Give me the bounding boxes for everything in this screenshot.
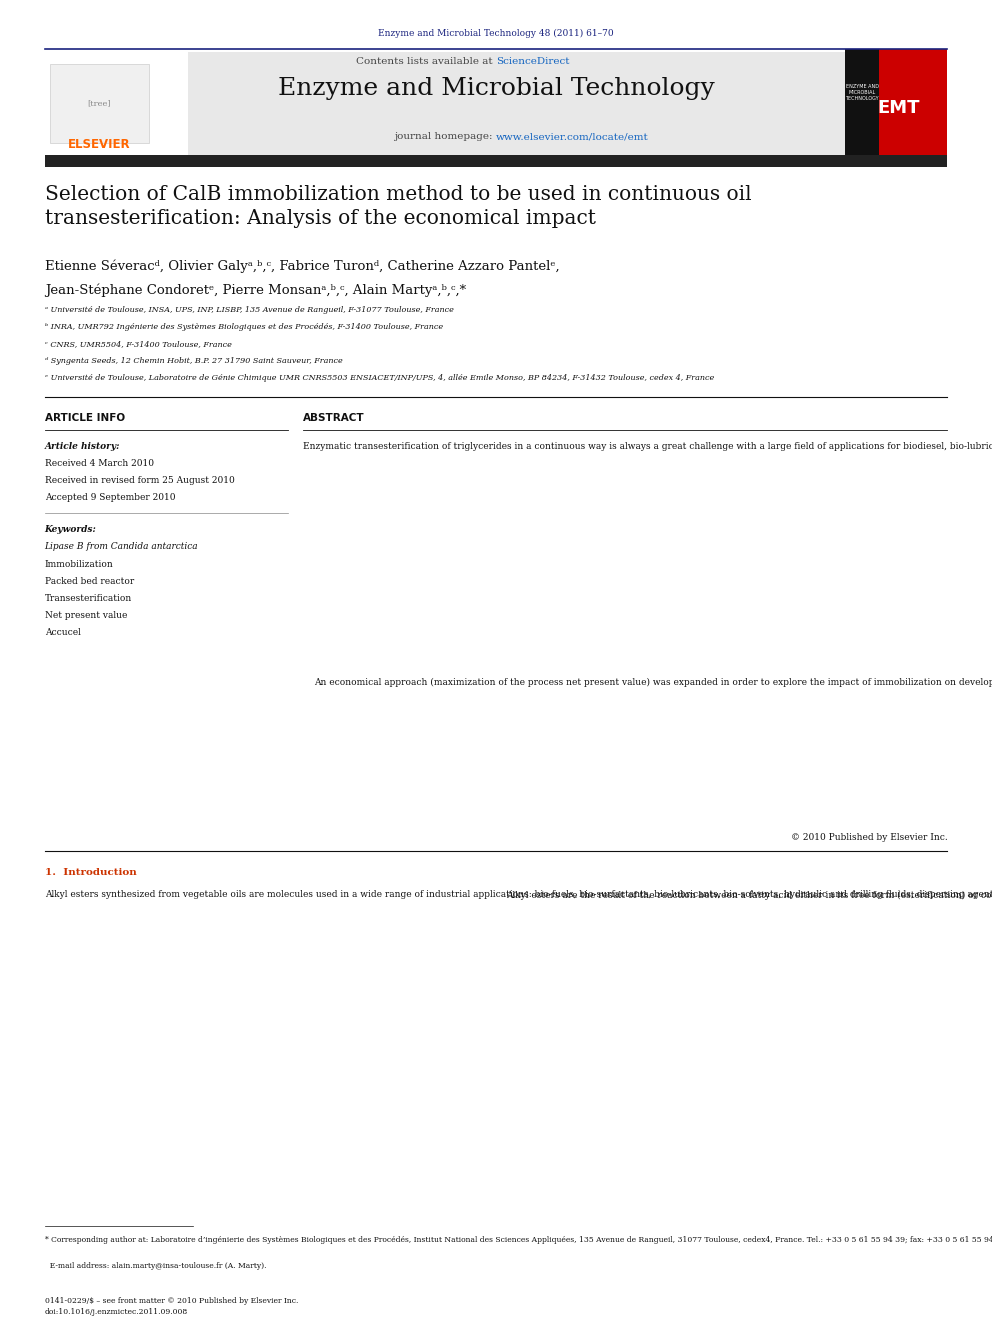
Text: Received 4 March 2010: Received 4 March 2010 — [45, 459, 154, 468]
Text: Transesterification: Transesterification — [45, 594, 132, 603]
Text: Jean-Stéphane Condoretᵉ, Pierre Monsanᵃ,ᵇ,ᶜ, Alain Martyᵃ,ᵇ,ᶜ,*: Jean-Stéphane Condoretᵉ, Pierre Monsanᵃ,… — [45, 283, 466, 296]
Text: ᵇ INRA, UMR792 Ingénierie des Systèmes Biologiques et des Procédés, F-31400 Toul: ᵇ INRA, UMR792 Ingénierie des Systèmes B… — [45, 323, 442, 331]
Text: Enzyme and Microbial Technology: Enzyme and Microbial Technology — [278, 77, 714, 99]
Text: Keywords:: Keywords: — [45, 525, 96, 534]
Text: 0141-0229/$ – see front matter © 2010 Published by Elsevier Inc.: 0141-0229/$ – see front matter © 2010 Pu… — [45, 1297, 298, 1304]
Text: Received in revised form 25 August 2010: Received in revised form 25 August 2010 — [45, 476, 234, 486]
FancyBboxPatch shape — [845, 49, 947, 164]
Text: Accucel: Accucel — [45, 628, 80, 638]
Text: * Corresponding author at: Laboratoire d’ingénierie des Systèmes Biologiques et : * Corresponding author at: Laboratoire d… — [45, 1236, 992, 1244]
Text: Lipase B from Candida antarctica: Lipase B from Candida antarctica — [45, 542, 198, 552]
Text: ᶜ CNRS, UMR5504, F-31400 Toulouse, France: ᶜ CNRS, UMR5504, F-31400 Toulouse, Franc… — [45, 340, 231, 348]
Text: ᵈ Syngenta Seeds, 12 Chemin Hobit, B.P. 27 31790 Saint Sauveur, France: ᵈ Syngenta Seeds, 12 Chemin Hobit, B.P. … — [45, 357, 342, 365]
FancyBboxPatch shape — [845, 49, 879, 164]
Text: Accepted 9 September 2010: Accepted 9 September 2010 — [45, 493, 176, 503]
Text: Enzymatic transesterification of triglycerides in a continuous way is always a g: Enzymatic transesterification of triglyc… — [303, 442, 992, 451]
Text: [tree]: [tree] — [87, 99, 111, 107]
Text: Contents lists available at: Contents lists available at — [356, 57, 496, 66]
Text: ABSTRACT: ABSTRACT — [303, 413, 364, 423]
FancyBboxPatch shape — [45, 155, 947, 167]
Text: ᵉ Université de Toulouse, Laboratoire de Génie Chimique UMR CNRS5503 ENSIACET/IN: ᵉ Université de Toulouse, Laboratoire de… — [45, 374, 714, 382]
Text: Enzyme and Microbial Technology 48 (2011) 61–70: Enzyme and Microbial Technology 48 (2011… — [378, 29, 614, 38]
Text: Selection of CalB immobilization method to be used in continuous oil
transesteri: Selection of CalB immobilization method … — [45, 185, 751, 229]
Text: Article history:: Article history: — [45, 442, 120, 451]
Text: Alkyl esters synthesized from vegetable oils are molecules used in a wide range : Alkyl esters synthesized from vegetable … — [45, 890, 992, 900]
Text: Packed bed reactor: Packed bed reactor — [45, 577, 134, 586]
Text: www.elsevier.com/locate/emt: www.elsevier.com/locate/emt — [496, 132, 649, 142]
Text: ELSEVIER: ELSEVIER — [67, 138, 131, 151]
Text: E-mail address: alain.marty@insa-toulouse.fr (A. Marty).: E-mail address: alain.marty@insa-toulous… — [45, 1262, 266, 1270]
FancyBboxPatch shape — [45, 52, 947, 156]
Text: ᵃ Université de Toulouse, INSA, UPS, INP, LISBP, 135 Avenue de Rangueil, F-31077: ᵃ Université de Toulouse, INSA, UPS, INP… — [45, 306, 453, 314]
Text: journal homepage:: journal homepage: — [394, 132, 496, 142]
Text: doi:10.1016/j.enzmictec.2011.09.008: doi:10.1016/j.enzmictec.2011.09.008 — [45, 1308, 187, 1316]
FancyBboxPatch shape — [45, 52, 188, 156]
Text: EMT: EMT — [878, 99, 920, 118]
Text: Alkyl esters are the result of the reaction between a fatty acid either in its f: Alkyl esters are the result of the react… — [506, 890, 992, 900]
Text: An economical approach (maximization of the process net present value) was expan: An economical approach (maximization of … — [314, 677, 992, 687]
FancyBboxPatch shape — [50, 64, 149, 143]
Text: Net present value: Net present value — [45, 611, 127, 620]
Text: ENZYME AND
MICROBIAL
TECHNOLOGY: ENZYME AND MICROBIAL TECHNOLOGY — [845, 83, 879, 102]
Text: ScienceDirect: ScienceDirect — [496, 57, 569, 66]
Text: Etienne Séveracᵈ, Olivier Galyᵃ,ᵇ,ᶜ, Fabrice Turonᵈ, Catherine Azzaro Pantelᵉ,: Etienne Séveracᵈ, Olivier Galyᵃ,ᵇ,ᶜ, Fab… — [45, 259, 559, 273]
Text: Immobilization: Immobilization — [45, 560, 113, 569]
Text: © 2010 Published by Elsevier Inc.: © 2010 Published by Elsevier Inc. — [791, 833, 947, 843]
Text: 1.  Introduction: 1. Introduction — [45, 868, 136, 877]
Text: ARTICLE INFO: ARTICLE INFO — [45, 413, 125, 423]
